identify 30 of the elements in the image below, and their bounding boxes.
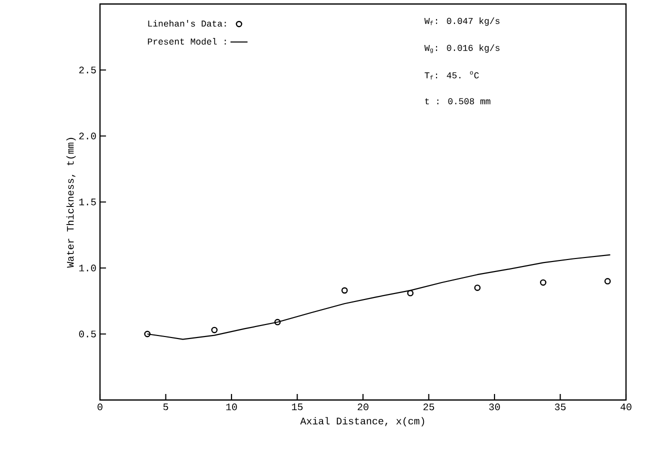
legend-label: Linehan's Data: <box>148 20 226 27</box>
x-tick-label: 0 <box>98 404 102 410</box>
point <box>211 326 218 334</box>
point <box>540 279 546 286</box>
line-series <box>146 254 611 340</box>
y-tick-label: 1.5 <box>79 198 96 206</box>
y-tick-label: 2.0 <box>79 132 96 140</box>
x-axis-title: Axial Distance, x(cm) <box>300 417 424 426</box>
y-tick-label: 2.5 <box>79 66 96 74</box>
annotation: t : 0.508 mm <box>425 98 490 104</box>
point <box>407 290 414 296</box>
x-tick-label: 35 <box>554 404 566 410</box>
y-axis-title: Water Thickness, t(mm) <box>66 138 76 268</box>
x-tick-label: 10 <box>226 404 237 410</box>
annotation: T$_{f}$: 45. $^{o}$C <box>424 71 479 80</box>
point <box>604 278 611 284</box>
x-tick-label: 5 <box>163 404 168 410</box>
legend-label: Present Model : <box>148 38 226 45</box>
point <box>341 287 348 294</box>
annotation: W$_{g}$: 0.016 kg/s <box>424 44 500 54</box>
y-tick-label: 0.5 <box>79 330 96 338</box>
y-tick-label: 1.0 <box>79 264 96 272</box>
x-tick-label: 30 <box>489 404 500 410</box>
x-tick-label: 15 <box>292 404 303 410</box>
point <box>474 284 481 291</box>
x-tick-label: 20 <box>358 404 368 410</box>
x-tick-label: 40 <box>620 404 632 410</box>
annotation: W$_{f}$: 0.047 kg/s <box>424 17 500 26</box>
point <box>274 318 281 326</box>
x-tick-label: 25 <box>423 404 434 410</box>
